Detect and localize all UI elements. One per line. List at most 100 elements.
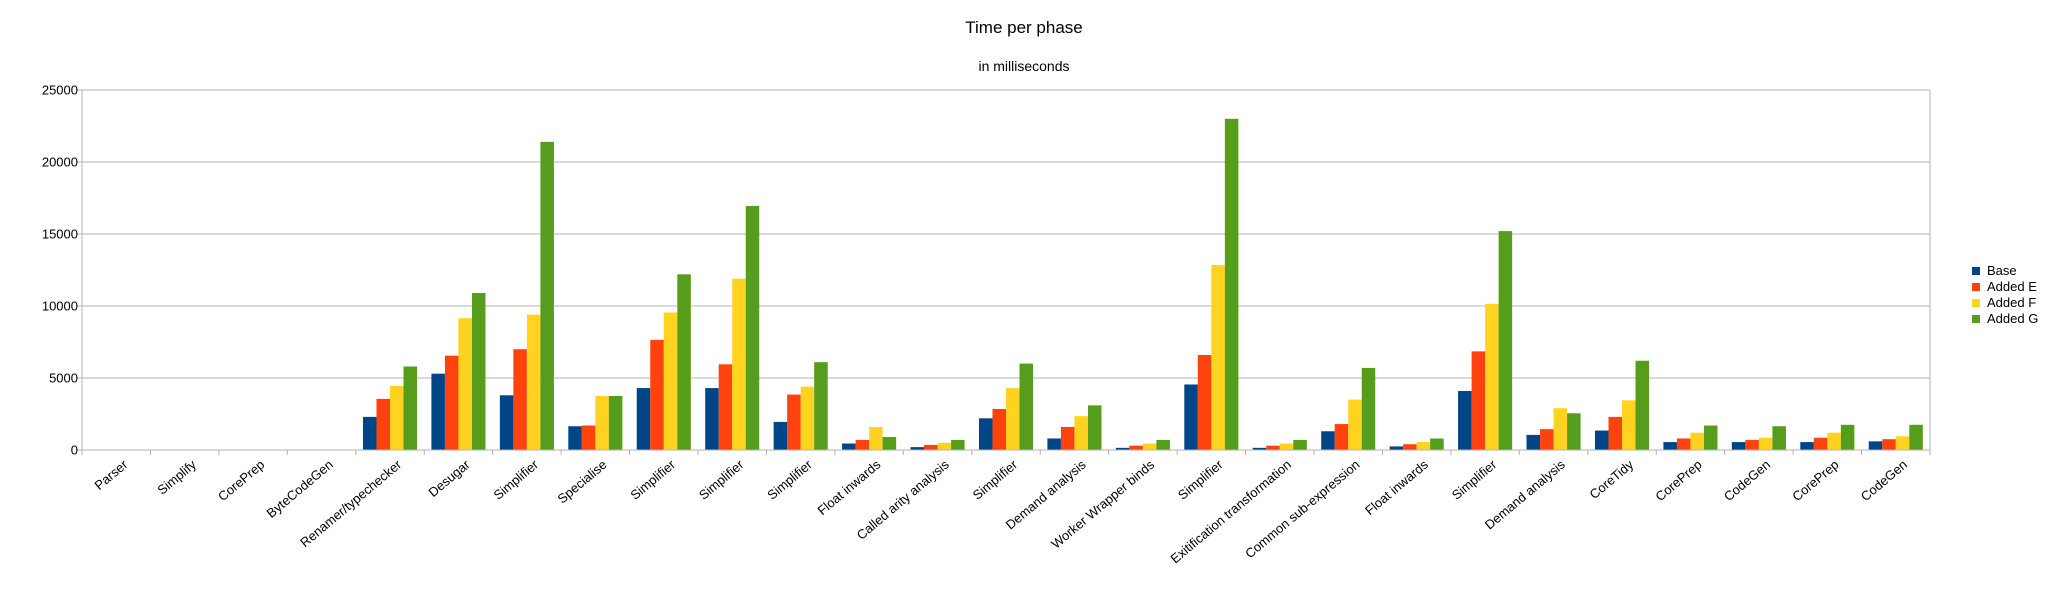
- bar: [951, 439, 965, 450]
- bar: [1430, 438, 1444, 450]
- bar: [1019, 363, 1034, 450]
- bar: [1690, 432, 1704, 450]
- x-tick-label: Simplify: [154, 456, 199, 497]
- bar: [732, 278, 746, 450]
- bar: [1279, 443, 1294, 450]
- bar: [1485, 303, 1499, 450]
- x-tick-label: ByteCodeGen: [264, 457, 336, 521]
- x-tick-label: Parser: [91, 456, 130, 493]
- legend-swatch: [1972, 299, 1980, 307]
- y-tick-label: 5000: [49, 371, 78, 386]
- legend-label: Base: [1987, 263, 2017, 278]
- x-tick-label: Float inwards: [1362, 456, 1431, 518]
- legend-label: Added F: [1987, 295, 2036, 310]
- bar: [1635, 360, 1650, 450]
- bar: [677, 274, 691, 450]
- legend-swatch: [1972, 283, 1980, 291]
- bar: [1827, 432, 1841, 450]
- bars: [362, 118, 1923, 451]
- bar: [1321, 431, 1335, 450]
- legend-swatch: [1972, 315, 1980, 323]
- y-tick-label: 0: [71, 443, 78, 458]
- bar: [1471, 351, 1486, 450]
- x-tick-label: Simplifier: [696, 456, 747, 502]
- bar: [1909, 424, 1923, 450]
- bar: [1156, 439, 1170, 450]
- bar: [1745, 439, 1759, 450]
- bar: [1211, 264, 1225, 450]
- x-tick-label: CoreTidy: [1587, 456, 1637, 501]
- bar: [910, 447, 925, 450]
- bar: [526, 314, 541, 450]
- bar: [1663, 442, 1677, 450]
- bar: [663, 312, 678, 450]
- bar: [705, 388, 719, 450]
- bar: [403, 366, 418, 450]
- bar: [992, 408, 1006, 450]
- bar: [1006, 388, 1020, 450]
- bar: [1361, 367, 1376, 450]
- x-tick-label: Simplifier: [627, 456, 678, 502]
- x-tick-label: Simplifier: [491, 456, 542, 502]
- bar: [1813, 437, 1828, 450]
- bar: [1142, 443, 1157, 450]
- bar: [376, 398, 390, 450]
- bar: [1266, 445, 1280, 450]
- bar: [1895, 436, 1910, 450]
- bar: [882, 437, 897, 450]
- bar: [1060, 426, 1075, 450]
- bar: [390, 385, 404, 450]
- legend-label: Added G: [1987, 311, 2038, 326]
- x-tick-label: CodeGen: [1858, 457, 1910, 504]
- bar: [608, 396, 623, 450]
- bar: [718, 364, 733, 450]
- bar: [1224, 118, 1239, 451]
- bar: [540, 141, 554, 450]
- bar: [581, 425, 596, 450]
- bar: [1115, 447, 1130, 450]
- bar: [1389, 446, 1404, 450]
- bar: [431, 373, 445, 450]
- bar: [1676, 438, 1691, 450]
- bar: [1293, 439, 1307, 450]
- y-tick-label: 10000: [42, 299, 78, 314]
- bar: [362, 416, 377, 450]
- bar: [1772, 426, 1786, 450]
- bar: [1252, 447, 1267, 450]
- bar: [1868, 441, 1883, 450]
- x-tick-label: Specialise: [555, 457, 610, 507]
- bar: [814, 362, 828, 450]
- bar: [1498, 231, 1513, 450]
- bar: [1416, 442, 1431, 450]
- bar: [1731, 442, 1746, 450]
- chart-subtitle: in milliseconds: [978, 58, 1069, 74]
- bar: [471, 293, 486, 450]
- x-axis-ticks: Parser Simplify CorePrepByteCodeGenRenamer…: [91, 456, 1910, 566]
- bar: [458, 318, 472, 450]
- bar: [1540, 429, 1554, 450]
- y-tick-label: 20000: [42, 155, 78, 170]
- y-tick-label: 25000: [42, 83, 78, 98]
- legend-label: Added E: [1987, 279, 2037, 294]
- x-tick-label: CorePrep: [1652, 457, 1704, 504]
- bar: [595, 396, 609, 450]
- bar: [650, 339, 664, 450]
- bar: [937, 442, 952, 450]
- y-axis-ticks: 0 5000 10000 15000 20000 25000: [42, 83, 78, 458]
- bar: [444, 355, 459, 450]
- bar: [499, 395, 514, 450]
- bar: [1403, 444, 1417, 450]
- bar: [1047, 438, 1061, 450]
- bar: [800, 386, 815, 450]
- bar: [1348, 399, 1362, 450]
- chart-title: Time per phase: [965, 18, 1082, 37]
- grid: [77, 89, 1930, 451]
- bar: [978, 418, 993, 450]
- x-tick-label: Simplifier: [970, 456, 1021, 502]
- legend-swatch: [1972, 267, 1980, 275]
- bar: [1074, 416, 1088, 450]
- bar: [1334, 424, 1349, 450]
- x-tick-label: Simplifier: [1175, 456, 1226, 502]
- bar: [1526, 434, 1541, 450]
- x-tick-label: Desugar: [425, 456, 473, 500]
